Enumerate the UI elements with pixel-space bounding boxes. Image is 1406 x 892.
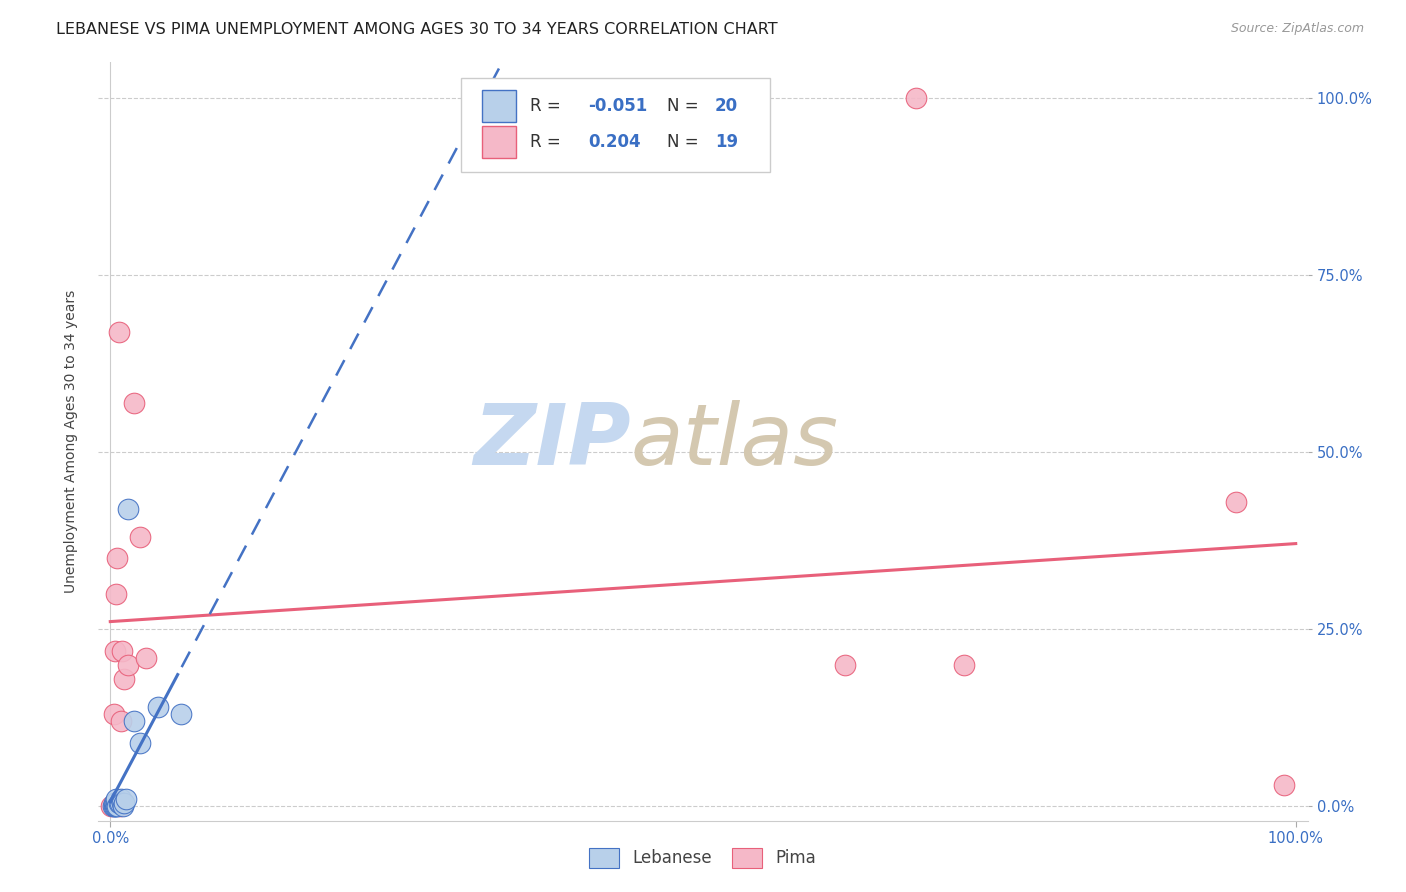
Point xyxy=(1225,495,1247,509)
Point xyxy=(122,714,145,729)
Point xyxy=(114,672,136,686)
Point xyxy=(170,707,193,722)
Point xyxy=(107,796,129,810)
Point xyxy=(111,796,134,810)
Text: 20: 20 xyxy=(716,96,738,115)
FancyBboxPatch shape xyxy=(461,78,769,172)
Point xyxy=(114,796,136,810)
Text: 0.204: 0.204 xyxy=(588,133,641,151)
Point xyxy=(135,650,157,665)
Point xyxy=(117,657,139,672)
Point xyxy=(100,799,122,814)
Point xyxy=(129,736,152,750)
Point xyxy=(105,792,128,806)
Point xyxy=(107,325,129,339)
Point xyxy=(108,796,131,810)
Point xyxy=(103,799,125,814)
Text: N =: N = xyxy=(666,133,703,151)
Text: ZIP: ZIP xyxy=(472,400,630,483)
Text: Source: ZipAtlas.com: Source: ZipAtlas.com xyxy=(1230,22,1364,36)
Point xyxy=(110,792,132,806)
Point xyxy=(104,796,127,810)
Point xyxy=(1272,778,1295,792)
Point xyxy=(112,799,135,814)
Text: 19: 19 xyxy=(716,133,738,151)
Point xyxy=(103,707,125,722)
FancyBboxPatch shape xyxy=(482,126,516,158)
Point xyxy=(101,799,124,814)
Point xyxy=(105,587,128,601)
Text: R =: R = xyxy=(530,96,567,115)
Point xyxy=(117,501,139,516)
Point xyxy=(105,799,128,814)
Point xyxy=(129,530,152,544)
Text: LEBANESE VS PIMA UNEMPLOYMENT AMONG AGES 30 TO 34 YEARS CORRELATION CHART: LEBANESE VS PIMA UNEMPLOYMENT AMONG AGES… xyxy=(56,22,778,37)
Point xyxy=(104,799,127,814)
Point xyxy=(146,700,169,714)
Point xyxy=(905,91,928,105)
Point xyxy=(834,657,856,672)
Point xyxy=(108,799,131,814)
Point xyxy=(122,395,145,409)
Point xyxy=(111,643,134,657)
Point xyxy=(114,792,136,806)
Point xyxy=(105,551,128,566)
Text: atlas: atlas xyxy=(630,400,838,483)
Text: N =: N = xyxy=(666,96,703,115)
Text: R =: R = xyxy=(530,133,567,151)
FancyBboxPatch shape xyxy=(482,90,516,121)
Point xyxy=(110,714,132,729)
Point xyxy=(104,643,127,657)
Y-axis label: Unemployment Among Ages 30 to 34 years: Unemployment Among Ages 30 to 34 years xyxy=(63,290,77,593)
Legend: Lebanese, Pima: Lebanese, Pima xyxy=(583,841,823,875)
Point xyxy=(952,657,974,672)
Text: -0.051: -0.051 xyxy=(588,96,647,115)
Point xyxy=(105,799,128,814)
Point xyxy=(103,796,125,810)
